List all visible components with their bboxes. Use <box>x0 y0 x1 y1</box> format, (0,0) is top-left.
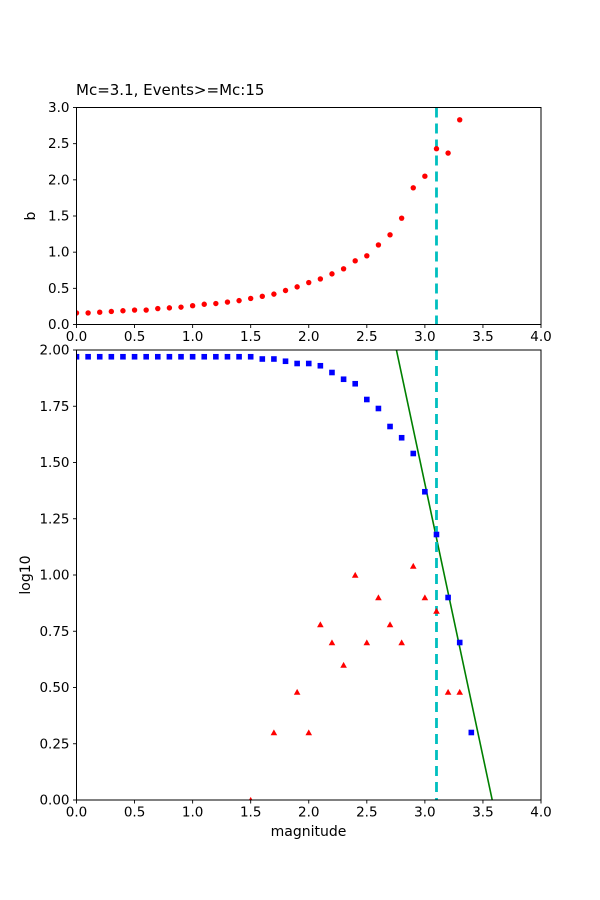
svg-text:1.5: 1.5 <box>240 805 261 821</box>
svg-text:1.25: 1.25 <box>39 511 69 527</box>
svg-text:2.5: 2.5 <box>356 329 377 345</box>
frequency-magnitude-distribution: 0.0 0.5 1.0 1.5 2.0 2.5 3.0 3.5 4.0 0.00 0.25 0.50 0… <box>39 343 551 821</box>
axes-frame <box>76 107 542 325</box>
svg-text:3.0: 3.0 <box>48 100 69 116</box>
per-bin-event-count-log10 <box>248 562 464 800</box>
svg-text:0.0: 0.0 <box>48 317 69 333</box>
svg-text:2.0: 2.0 <box>298 329 319 345</box>
svg-text:2.0: 2.0 <box>298 805 319 821</box>
b-value-estimates <box>76 117 463 316</box>
svg-text:0.5: 0.5 <box>48 281 69 297</box>
svg-text:0.00: 0.00 <box>39 793 69 809</box>
svg-text:0.0: 0.0 <box>66 329 87 345</box>
svg-text:3.0: 3.0 <box>414 805 435 821</box>
svg-text:1.75: 1.75 <box>39 399 69 415</box>
svg-text:3.5: 3.5 <box>472 329 493 345</box>
svg-text:0.5: 0.5 <box>124 805 145 821</box>
svg-text:1.5: 1.5 <box>240 329 261 345</box>
svg-text:1.50: 1.50 <box>39 455 69 471</box>
svg-text:4.0: 4.0 <box>530 329 551 345</box>
cumulative-event-count-log10 <box>76 353 475 736</box>
svg-text:3.0: 3.0 <box>414 329 435 345</box>
svg-text:4.0: 4.0 <box>530 805 551 821</box>
svg-text:1.5: 1.5 <box>48 209 69 225</box>
svg-text:2.0: 2.0 <box>48 172 69 188</box>
svg-text:1.0: 1.0 <box>182 805 203 821</box>
svg-text:2.5: 2.5 <box>356 805 377 821</box>
svg-text:3.5: 3.5 <box>472 805 493 821</box>
chart-title: Mc=3.1, Events>=Mc:15 <box>76 81 265 99</box>
svg-text:1.0: 1.0 <box>182 329 203 345</box>
b-value-vs-cutoff-magnitude: 0.0 0.5 1.0 1.5 2.0 2.5 3.0 3.5 4.0 0.0 0.5 1.0 1.5 2… <box>48 100 552 345</box>
svg-text:1.00: 1.00 <box>39 568 69 584</box>
gr-fit-line <box>395 350 494 800</box>
svg-text:2.00: 2.00 <box>39 343 69 359</box>
svg-text:2.5: 2.5 <box>48 136 69 152</box>
svg-text:1.0: 1.0 <box>48 245 69 261</box>
svg-text:0.5: 0.5 <box>124 329 145 345</box>
svg-text:0.25: 0.25 <box>39 736 69 752</box>
svg-text:0.50: 0.50 <box>39 680 69 696</box>
axes-frame <box>76 349 542 801</box>
bottom-xlabel: magnitude <box>270 824 347 840</box>
svg-text:0.75: 0.75 <box>39 624 69 640</box>
svg-text:0.0: 0.0 <box>66 805 87 821</box>
